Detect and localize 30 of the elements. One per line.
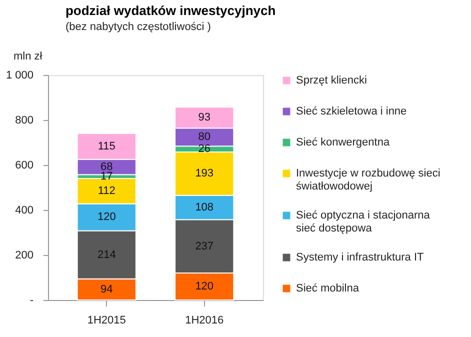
legend-label: Sieć szkieletowa i inne (296, 106, 407, 118)
data-label: 112 (98, 185, 116, 198)
y-axis-title: mln zł (14, 50, 43, 62)
y-tick-label: 600 (15, 160, 34, 172)
legend-label: Sieć optyczna i stacjonarna sieć dostępowa (296, 210, 431, 234)
data-label: 214 (97, 248, 116, 261)
data-label: 68 (100, 161, 113, 174)
data-label: 94 (100, 283, 113, 296)
data-label: 237 (195, 240, 214, 252)
chart-title: podział wydatków inwestycyjnych (65, 3, 276, 18)
y-tick-label: - (30, 294, 34, 306)
y-tick-label: 800 (15, 114, 34, 126)
chart-subtitle: (bez nabytych częstotliwości ) (65, 21, 211, 33)
y-tick-label: 1 000 (6, 70, 34, 82)
x-tick-label: 1H2015 (87, 314, 126, 326)
data-label: 115 (98, 140, 116, 152)
data-label: 80 (198, 131, 210, 144)
data-label: 108 (195, 202, 214, 214)
legend-label: Sieć konwergentna (296, 136, 390, 148)
data-label: 93 (198, 112, 210, 124)
legend-label: Inwestycje w rozbudowę sieci światłowodowej (296, 168, 440, 192)
legend-label: Sieć mobilna (296, 282, 360, 294)
y-tick-label: 200 (15, 250, 34, 262)
y-tick-label: 400 (15, 204, 34, 216)
legend-label: Systemy i infrastruktura IT (296, 252, 424, 264)
x-tick-label: 1H2016 (185, 314, 224, 326)
legend-label: Sprzęt kliencki (296, 74, 367, 86)
data-label: 193 (195, 168, 214, 180)
data-label: 120 (195, 280, 214, 292)
data-label: 120 (97, 211, 116, 224)
